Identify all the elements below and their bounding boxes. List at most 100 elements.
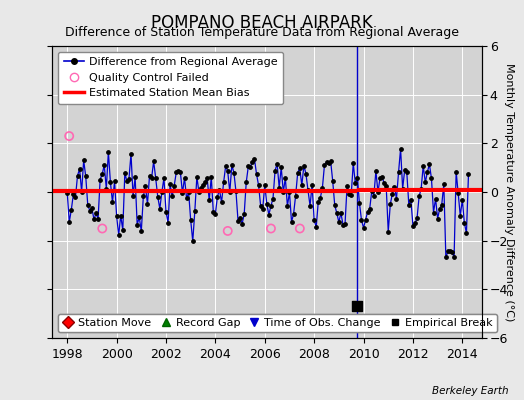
Point xyxy=(462,230,471,236)
Point xyxy=(118,227,127,233)
Point xyxy=(448,249,456,256)
Point xyxy=(407,196,415,203)
Point xyxy=(242,179,250,185)
Point xyxy=(458,196,466,203)
Point xyxy=(145,172,154,179)
Point xyxy=(222,163,230,169)
Point xyxy=(279,189,288,195)
Point xyxy=(180,174,189,181)
Point xyxy=(378,174,386,180)
Point xyxy=(193,174,201,180)
Point xyxy=(116,212,125,219)
Point xyxy=(137,228,146,234)
Point xyxy=(296,165,304,171)
Point xyxy=(168,193,177,200)
Point xyxy=(156,206,164,212)
Point xyxy=(170,182,178,189)
Point xyxy=(372,168,380,174)
Y-axis label: Monthly Temperature Anomaly Difference (°C): Monthly Temperature Anomaly Difference (… xyxy=(504,63,514,321)
Point xyxy=(88,205,96,212)
Point xyxy=(260,182,269,188)
Point xyxy=(178,190,187,196)
Point xyxy=(234,218,242,224)
Point xyxy=(450,254,458,260)
Point xyxy=(293,170,302,176)
Text: Berkeley Earth: Berkeley Earth xyxy=(432,386,508,396)
Point xyxy=(98,171,106,177)
Point xyxy=(123,178,131,184)
Point xyxy=(376,175,384,181)
Point xyxy=(368,188,376,194)
Text: POMPANO BEACH AIRPARK: POMPANO BEACH AIRPARK xyxy=(151,14,373,32)
Point xyxy=(390,184,399,190)
Point xyxy=(135,214,144,220)
Point xyxy=(277,164,286,171)
Point xyxy=(164,220,172,226)
Point xyxy=(215,187,224,193)
Legend: Station Move, Record Gap, Time of Obs. Change, Empirical Break: Station Move, Record Gap, Time of Obs. C… xyxy=(58,314,497,332)
Point xyxy=(359,225,368,231)
Point xyxy=(442,254,450,261)
Point xyxy=(111,178,119,184)
Point xyxy=(417,185,425,192)
Point xyxy=(256,203,265,209)
Point xyxy=(102,186,111,192)
Point xyxy=(425,161,433,167)
Point xyxy=(63,189,71,196)
Point xyxy=(345,190,353,197)
Point xyxy=(189,238,197,244)
Point xyxy=(199,182,207,188)
Point xyxy=(98,225,106,232)
Point xyxy=(326,158,335,164)
Point xyxy=(106,179,115,186)
Point xyxy=(267,203,275,209)
Point xyxy=(121,170,129,176)
Point xyxy=(269,195,277,202)
Point xyxy=(333,210,341,216)
Point xyxy=(154,194,162,200)
Point xyxy=(398,186,407,192)
Point xyxy=(129,193,137,199)
Point xyxy=(80,157,88,164)
Point xyxy=(281,175,290,181)
Point xyxy=(69,191,78,197)
Point xyxy=(82,173,90,180)
Point xyxy=(96,176,104,183)
Point xyxy=(337,210,345,216)
Point xyxy=(415,193,423,200)
Point xyxy=(308,182,316,188)
Point xyxy=(335,219,343,225)
Point xyxy=(84,202,92,209)
Point xyxy=(230,169,238,176)
Point xyxy=(341,221,349,227)
Point xyxy=(92,210,100,216)
Point xyxy=(265,212,273,218)
Point xyxy=(369,193,378,199)
Point xyxy=(320,162,329,168)
Point xyxy=(176,169,184,176)
Point xyxy=(409,222,417,229)
Point xyxy=(263,201,271,207)
Point xyxy=(298,182,306,188)
Point xyxy=(427,175,435,182)
Point xyxy=(158,189,166,195)
Point xyxy=(100,162,108,168)
Point xyxy=(244,163,253,170)
Point xyxy=(113,212,121,219)
Point xyxy=(184,189,193,196)
Point xyxy=(273,160,281,167)
Point xyxy=(187,217,195,223)
Point xyxy=(392,196,401,202)
Point xyxy=(275,184,283,191)
Point xyxy=(127,151,135,157)
Point xyxy=(331,202,339,208)
Point xyxy=(322,159,331,166)
Point xyxy=(90,216,98,222)
Point xyxy=(306,202,314,209)
Point xyxy=(402,169,411,175)
Point xyxy=(224,168,232,175)
Point xyxy=(182,195,191,202)
Point xyxy=(258,206,267,212)
Point xyxy=(289,211,298,217)
Point xyxy=(456,212,464,219)
